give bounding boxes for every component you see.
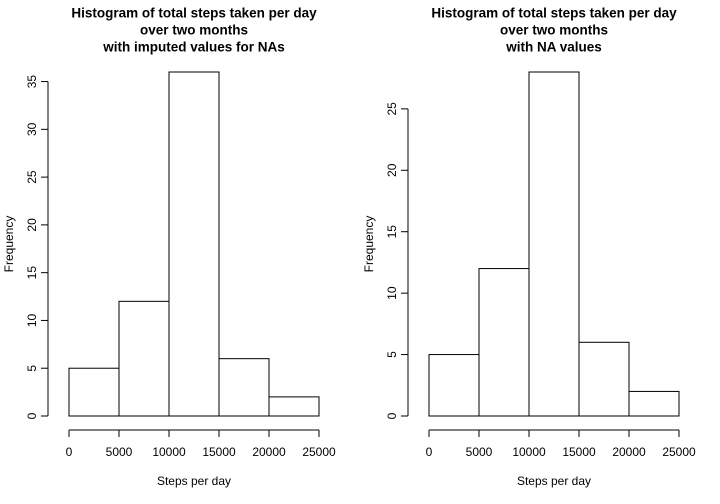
y-tick-label: 25 xyxy=(25,170,39,184)
bar xyxy=(578,341,630,417)
x-tick-label: 25000 xyxy=(662,445,696,459)
bar xyxy=(168,71,220,417)
bar xyxy=(218,358,270,417)
y-tick-label: 20 xyxy=(385,163,399,177)
y-tick-label: 35 xyxy=(25,75,39,89)
y-tick-label: 15 xyxy=(25,266,39,280)
x-tick-label: 5000 xyxy=(106,445,133,459)
y-tick-label: 15 xyxy=(385,225,399,239)
x-tick-label: 0 xyxy=(66,445,73,459)
chart-title: with NA values xyxy=(505,40,602,55)
x-tick-label: 20000 xyxy=(252,445,286,459)
bar xyxy=(628,390,680,417)
x-tick-label: 20000 xyxy=(612,445,646,459)
y-tick-label: 25 xyxy=(385,102,399,116)
bar xyxy=(68,367,120,417)
chart-title: Histogram of total steps taken per day xyxy=(431,6,677,21)
chart-title: Histogram of total steps taken per day xyxy=(71,6,317,21)
y-axis-label: Frequency xyxy=(2,216,16,273)
y-tick-label: 10 xyxy=(385,286,399,300)
y-tick-label: 10 xyxy=(25,313,39,327)
bar xyxy=(528,71,580,417)
x-tick-label: 5000 xyxy=(466,445,493,459)
x-tick-label: 10000 xyxy=(512,445,546,459)
x-tick-label: 15000 xyxy=(562,445,596,459)
bar xyxy=(478,268,530,417)
y-tick-label: 0 xyxy=(25,412,39,419)
x-axis-label: Steps per day xyxy=(157,474,231,488)
y-tick-label: 30 xyxy=(25,122,39,136)
x-axis-label: Steps per day xyxy=(517,474,591,488)
x-tick-label: 25000 xyxy=(302,445,336,459)
bar xyxy=(268,396,320,417)
chart-title: over two months xyxy=(500,23,608,38)
y-tick-label: 5 xyxy=(25,365,39,372)
x-tick-label: 0 xyxy=(426,445,433,459)
chart-title: with imputed values for NAs xyxy=(102,40,285,55)
chart-title: over two months xyxy=(140,23,248,38)
y-tick-label: 0 xyxy=(385,412,399,419)
bar xyxy=(428,354,480,417)
y-tick-label: 20 xyxy=(25,218,39,232)
x-tick-label: 10000 xyxy=(152,445,186,459)
bar xyxy=(118,300,170,417)
y-axis-label: Frequency xyxy=(362,216,376,273)
y-tick-label: 5 xyxy=(385,351,399,358)
x-tick-label: 15000 xyxy=(202,445,236,459)
